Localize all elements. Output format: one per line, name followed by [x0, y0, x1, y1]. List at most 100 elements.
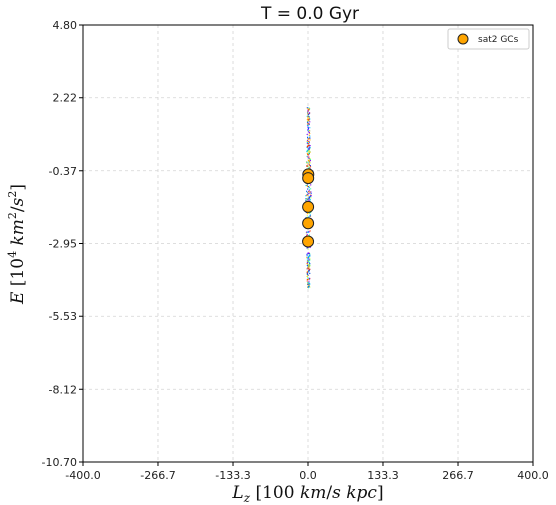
stream-point: [307, 252, 309, 254]
stream-point: [307, 277, 309, 279]
x-tick-label: -133.3: [215, 469, 250, 482]
stream-point: [307, 120, 309, 122]
stream-point: [306, 152, 308, 154]
stream-point: [309, 158, 311, 160]
stream-point: [308, 260, 310, 262]
stream-point: [307, 198, 309, 200]
stream-point: [308, 157, 310, 159]
stream-point: [308, 198, 310, 200]
stream-point: [308, 200, 310, 202]
stream-point: [306, 263, 309, 265]
stream-point: [309, 195, 311, 197]
stream-point: [306, 142, 308, 144]
stream-point: [308, 144, 310, 146]
y-axis-ticks: -10.70 -8.12 -5.53 -2.95 -0.37 2.22 4.80: [42, 19, 83, 469]
stream-point: [307, 268, 310, 270]
stream-point: [306, 162, 308, 164]
stream-point: [308, 187, 310, 189]
stream-point: [306, 272, 308, 274]
stream-point: [309, 191, 311, 193]
stream-point: [307, 119, 309, 121]
stream-point: [309, 137, 311, 139]
stream-point: [307, 278, 309, 280]
stream-point: [307, 145, 309, 147]
stream-point: [307, 127, 310, 129]
stream-point: [309, 264, 311, 266]
stream-point: [306, 115, 308, 117]
stream-point: [308, 124, 310, 126]
x-tick-label: 133.3: [367, 469, 399, 482]
x-axis-ticks: -400.0 -266.7 -133.3 0.0 133.3 266.7 400.0: [65, 462, 549, 482]
stream-point: [307, 252, 309, 255]
stream-point: [308, 255, 310, 257]
stream-point: [308, 192, 310, 194]
stream-point: [308, 147, 311, 149]
stream-point: [306, 133, 308, 135]
stream-point: [307, 110, 309, 112]
stream-point: [309, 253, 311, 255]
stream-point: [310, 211, 312, 214]
stream-point: [309, 108, 311, 110]
stream-point: [309, 259, 311, 261]
stream-point: [309, 254, 311, 256]
stream-point: [306, 190, 308, 192]
y-tick-label: -8.12: [49, 383, 77, 396]
stream-point: [308, 216, 310, 218]
stream-point: [308, 258, 310, 260]
stream-point: [308, 117, 310, 119]
stream-point: [309, 118, 311, 120]
stream-point: [307, 265, 309, 267]
stream-point: [309, 167, 311, 169]
stream-point: [307, 197, 309, 199]
stream-point: [308, 189, 311, 191]
stream-point: [309, 256, 311, 258]
stream-point: [308, 138, 310, 140]
stream-point: [309, 151, 311, 153]
stream-point: [307, 260, 309, 262]
stream-point: [308, 285, 310, 287]
y-axis-label: E [104 km2/s2]: [6, 184, 28, 305]
stream-point: [306, 280, 308, 282]
y-tick-label: 2.22: [53, 92, 78, 105]
stream-point: [308, 118, 310, 120]
chart-title: T = 0.0 Gyr: [260, 4, 359, 24]
stream-point: [307, 248, 309, 250]
stream-point: [310, 197, 312, 199]
stream-point: [308, 259, 310, 261]
stream-point: [307, 118, 309, 120]
stream-point: [309, 255, 311, 257]
stream-point: [309, 185, 311, 187]
stream-point: [308, 253, 310, 255]
stream-point: [309, 246, 311, 249]
x-tick-label: 0.0: [299, 469, 317, 482]
stream-point: [308, 163, 310, 165]
stream-point: [307, 150, 309, 152]
stream-point: [307, 128, 309, 130]
stream-point: [308, 141, 310, 143]
stream-point: [306, 150, 308, 152]
y-tick-label: -10.70: [42, 456, 77, 469]
stream-point: [307, 282, 309, 284]
stream-point: [309, 230, 311, 232]
stream-point: [307, 276, 309, 279]
stream-point: [310, 184, 312, 186]
stream-point: [308, 190, 310, 192]
stream-point: [306, 140, 308, 142]
stream-point: [307, 161, 309, 163]
stream-point: [309, 283, 311, 285]
stream-point: [308, 167, 310, 169]
stream-point: [307, 256, 310, 258]
stream-point: [307, 147, 309, 149]
stream-point: [307, 286, 309, 288]
stream-point: [307, 212, 309, 214]
stream-point: [306, 185, 309, 187]
stream-point: [307, 138, 309, 140]
stream-point: [307, 261, 309, 263]
stream-point: [306, 161, 308, 163]
stream-point: [307, 112, 309, 114]
stream-point: [309, 212, 311, 214]
stream-point: [307, 116, 309, 118]
stream-point: [310, 194, 312, 196]
stream-point: [309, 160, 311, 162]
